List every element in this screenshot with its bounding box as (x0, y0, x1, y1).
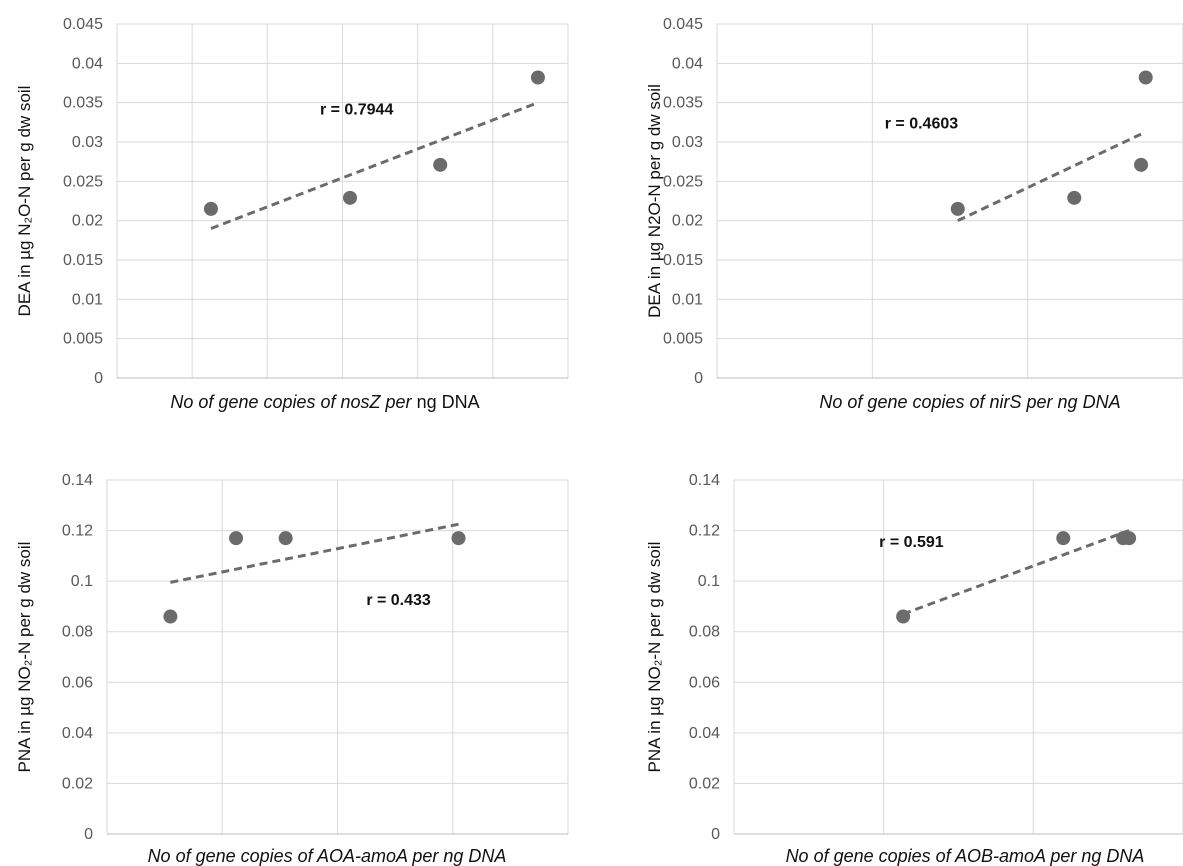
scatter-panel-dea_nosz: 0 0.005 0.01 0.015 0.02 0.025 0.03 0.035 0.04 0.0… (15, 16, 569, 412)
y-tick-label: 0.08 (62, 624, 93, 641)
data-point (1056, 531, 1071, 546)
correlation-label: r = 0.7944 (320, 101, 394, 118)
y-tick-label: 0.04 (689, 725, 720, 742)
y-tick-label: 0 (711, 826, 720, 843)
x-axis-label-part: ng DNA (417, 392, 480, 412)
y-tick-label: 0.04 (672, 55, 703, 72)
data-point (203, 201, 218, 216)
x-axis-label: No of gene copies of AOA-amoA per ng DNA (148, 846, 507, 866)
y-tick-label: 0.03 (72, 134, 103, 151)
y-tick-label: 0 (694, 370, 703, 387)
correlation-label: r = 0.433 (366, 592, 431, 609)
data-point (451, 531, 466, 546)
data-point (896, 609, 911, 624)
y-tick-label: 0.14 (62, 472, 93, 489)
y-tick-label: 0.1 (71, 573, 93, 590)
y-tick-label: 0.025 (663, 173, 703, 190)
correlation-label: r = 0.4603 (885, 116, 959, 133)
x-axis-label-part: No of gene copies of nirS per ng DNA (819, 392, 1120, 412)
y-axis-label: PNA in µg NO₂-N per g dw soil (645, 542, 664, 773)
scatter-panel-pna_aob: 0 0.02 0.04 0.06 0.08 0.1 0.12 0.14 r = 0.591 PNA… (645, 472, 1183, 866)
y-tick-label: 0.01 (72, 291, 103, 308)
y-axis-label: DEA in µg N₂O-N per g dw soil (15, 86, 34, 317)
y-tick-label: 0.12 (62, 523, 93, 540)
data-point (530, 70, 545, 85)
y-tick-label: 0.12 (689, 523, 720, 540)
y-tick-label: 0.1 (698, 573, 720, 590)
scatter-panel-pna_aoa: 0 0.02 0.04 0.06 0.08 0.1 0.12 0.14 r = 0.433 PNA… (15, 472, 569, 866)
x-axis-label: No of gene copies of AOB-amoA per ng DNA (786, 846, 1145, 866)
y-tick-label: 0.015 (63, 252, 103, 269)
y-tick-label: 0.02 (689, 775, 720, 792)
scatter-panel-dea_nirs: 0 0.005 0.01 0.015 0.02 0.025 0.03 0.035 0.04 0.0… (645, 16, 1183, 412)
data-point (163, 609, 178, 624)
y-tick-label: 0.06 (689, 674, 720, 691)
y-tick-label: 0.04 (62, 725, 93, 742)
x-axis-label-part: No of gene copies of AOB-amoA per ng DNA (786, 846, 1145, 866)
data-point (278, 531, 293, 546)
y-tick-label: 0.02 (72, 213, 103, 230)
y-tick-label: 0.02 (672, 213, 703, 230)
data-point (950, 201, 965, 216)
trendline (170, 522, 459, 584)
data-point (433, 157, 448, 172)
correlation-label: r = 0.591 (879, 534, 944, 551)
y-axis-label: DEA in µg N2O-N per g dw soil (645, 84, 664, 318)
y-tick-label: 0.045 (663, 16, 703, 33)
x-axis-label-part: No of gene copies of nosZ per (170, 392, 416, 412)
y-tick-label: 0.025 (63, 173, 103, 190)
y-tick-label: 0.14 (689, 472, 720, 489)
y-tick-label: 0.035 (63, 95, 103, 112)
plot-area (716, 23, 1183, 379)
y-tick-label: 0.005 (663, 331, 703, 348)
data-point (1138, 70, 1153, 85)
y-tick-label: 0.03 (672, 134, 703, 151)
data-point (343, 190, 358, 205)
y-tick-label: 0.01 (672, 291, 703, 308)
y-tick-label: 0.04 (72, 55, 103, 72)
data-point (1122, 531, 1137, 546)
y-axis-label: PNA in µg NO₂-N per g dw soil (15, 542, 34, 773)
y-tick-label: 0 (84, 826, 93, 843)
plot-area (733, 479, 1183, 835)
y-tick-label: 0.015 (663, 252, 703, 269)
y-tick-label: 0.035 (663, 95, 703, 112)
data-point (1134, 157, 1149, 172)
x-axis-label-part: No of gene copies of AOA-amoA per ng DNA (148, 846, 507, 866)
trendline (210, 101, 539, 230)
data-point (1067, 190, 1082, 205)
trendline (902, 529, 1130, 616)
x-axis-label: No of gene copies of nosZ per ng DNA (170, 392, 479, 412)
y-tick-label: 0.045 (63, 16, 103, 33)
y-tick-label: 0.06 (62, 674, 93, 691)
y-tick-label: 0 (94, 370, 103, 387)
trendline (957, 132, 1142, 223)
y-tick-label: 0.005 (63, 331, 103, 348)
data-point (229, 531, 244, 546)
y-tick-label: 0.08 (689, 624, 720, 641)
y-tick-label: 0.02 (62, 775, 93, 792)
x-axis-label: No of gene copies of nirS per ng DNA (819, 392, 1120, 412)
